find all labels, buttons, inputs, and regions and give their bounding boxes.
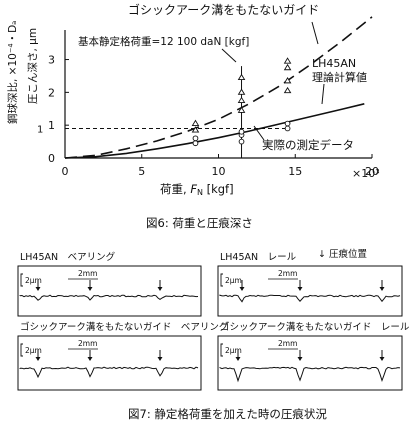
circle-point (192, 135, 199, 142)
triangle-point (283, 57, 292, 64)
annotation-static-load: 基本静定格荷重=12 100 daN [kgf] (78, 35, 249, 48)
indentation-arrowhead (239, 287, 245, 291)
indentation-legend: ↓ 圧痕位置 (318, 248, 367, 260)
x-axis-label: 荷重, FN [kgf] (160, 182, 234, 197)
profile-trace (219, 366, 401, 383)
series-gothic-arch-line (64, 16, 373, 159)
scale-bracket (20, 343, 23, 357)
leader-static-load (221, 48, 237, 63)
indentation-arrowhead (157, 357, 163, 361)
x-axis-multiplier: ×10³ (352, 167, 380, 180)
circle-point (238, 138, 245, 145)
indentation-arrowhead (35, 287, 41, 291)
triangle-point (191, 119, 200, 126)
y-marker-label: 1 (37, 124, 43, 135)
profile-panel-frame (217, 335, 403, 391)
indentation-arrowhead (379, 287, 385, 291)
profile-panel-frame (217, 265, 403, 317)
circle-point (284, 125, 291, 132)
profile-scale-label: 2μm (25, 346, 42, 355)
profile-panel-title: LH45AN ベアリング (20, 251, 116, 263)
indentation-arrowhead (379, 357, 385, 361)
scale-bracket (20, 273, 23, 287)
x-tick-label: 0 (62, 165, 69, 178)
profile-trace (19, 294, 199, 301)
profile-trace (19, 366, 199, 379)
circle-point (192, 140, 199, 147)
triangle-points (191, 57, 292, 133)
indentation-arrowhead (87, 357, 93, 361)
profile-panel-title: LH45AN レール (220, 252, 297, 263)
indentation-arrowhead (87, 287, 93, 291)
figure7-caption: 図7: 静定格荷重を加えた時の圧痕状況 (128, 407, 327, 421)
profile-scale-label: 2μm (25, 276, 42, 285)
indentation-arrowhead (297, 357, 303, 361)
triangle-point (237, 73, 246, 81)
circle-point (284, 120, 291, 127)
annotation-theory: 理論計算値 (312, 70, 367, 84)
profile-panel: ゴシックアーク溝をもたないガイド レール 2μm 2mm (217, 321, 410, 391)
y-tick-label: 3 (48, 54, 55, 67)
y-axis-label-right: 圧こん深さ, μm (27, 28, 39, 104)
y-tick-label: 1 (48, 119, 55, 132)
triangle-point (237, 88, 246, 95)
y-axis-label-left: 鋼球深比, ×10⁻⁴・Dₐ (6, 21, 19, 124)
indentation-arrowhead (297, 287, 303, 291)
x-tick-label: 10 (212, 165, 226, 178)
y-ticks: 0 1 2 3 (48, 54, 69, 165)
scale-bracket (220, 343, 223, 357)
triangle-point (283, 76, 292, 84)
x-tick-label: 15 (288, 165, 302, 178)
profile-trace (219, 294, 401, 303)
profile-panel-title: ゴシックアーク溝をもたないガイド ベアリング (20, 321, 229, 333)
triangle-point (283, 63, 292, 71)
y-tick-label: 2 (48, 86, 55, 99)
profile-panel-frame (17, 335, 202, 391)
x-ticks: 0 5 10 15 20 (62, 154, 379, 178)
leader-gothic-arch (311, 21, 319, 45)
profile-spacing-label: 2mm (78, 339, 97, 348)
indentation-arrowhead (35, 357, 41, 361)
profile-scale-label: 2μm (225, 276, 242, 285)
profile-panel: LH45AN ベアリング 2μm 2mm (17, 251, 202, 317)
y-tick-label: 0 (48, 152, 55, 165)
profile-panel: ゴシックアーク溝をもたないガイド ベアリング 2μm 2mm (17, 321, 229, 391)
profile-scale-label: 2μm (225, 346, 242, 355)
triangle-point (237, 106, 246, 113)
profile-panel-title: ゴシックアーク溝をもたないガイド レール (220, 321, 410, 333)
profile-spacing-label: 2mm (278, 269, 297, 278)
annotation-lh45an: LH45AN (312, 57, 356, 70)
figure6-caption: 図6: 荷重と圧痕深さ (146, 216, 253, 230)
circle-point (238, 128, 245, 135)
triangle-point (283, 86, 292, 94)
triangle-point (191, 126, 200, 133)
leader-measured (253, 125, 265, 141)
figure6: 0 1 2 3 0 5 10 15 20 1 ゴシックアーク溝をもたないガイド 基本静定格荷重… (6, 2, 380, 230)
profile-panel-frame (17, 265, 202, 317)
profile-spacing-label: 2mm (78, 269, 97, 278)
triangle-point (237, 96, 246, 104)
x-tick-label: 5 (138, 165, 145, 178)
annotation-measured: 実際の測定データ (262, 138, 354, 152)
profile-panel: LH45AN レール 2μm 2mm (217, 252, 403, 317)
x-tick-label: 20 (365, 165, 379, 178)
circle-points (192, 120, 291, 147)
leader-lh45an (321, 83, 325, 105)
annotation-gothic-arch: ゴシックアーク溝をもたないガイド (128, 2, 319, 17)
figure7: ↓ 圧痕位置 LH45AN ベアリング 2μm 2mm LH45AN レール 2μm 2m… (17, 248, 410, 421)
indentation-arrowhead (235, 357, 241, 361)
scale-bracket (220, 273, 223, 287)
profile-spacing-label: 2mm (278, 339, 297, 348)
indentation-arrowhead (157, 287, 163, 291)
series-lh45an-line (64, 103, 365, 159)
